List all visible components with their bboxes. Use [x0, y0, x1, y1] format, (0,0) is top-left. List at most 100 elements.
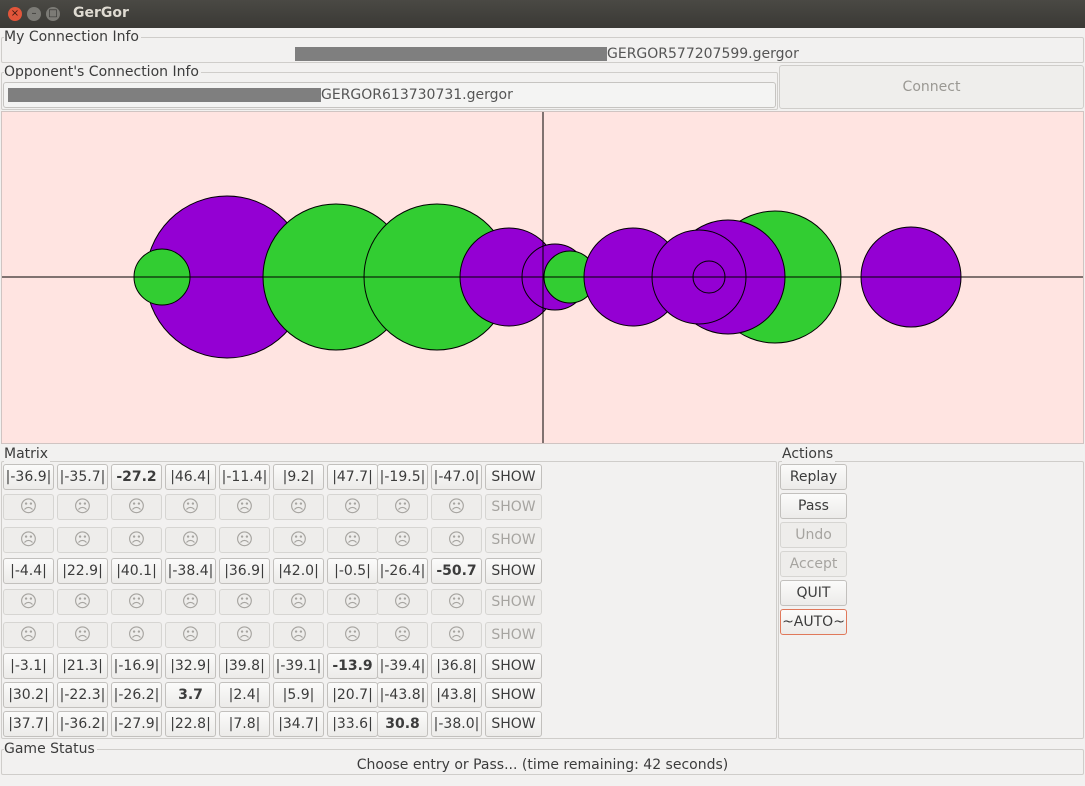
matrix-cell[interactable]: |-47.0|	[431, 464, 482, 490]
matrix-cell[interactable]: |-36.2|	[57, 711, 108, 737]
matrix-cell-sad-icon[interactable]: ☹	[3, 527, 54, 553]
matrix-cell[interactable]: |-26.2|	[111, 682, 162, 708]
matrix-cell-sad-icon[interactable]: ☹	[111, 527, 162, 553]
maximize-window-button[interactable]: □	[46, 7, 60, 21]
minimize-window-button[interactable]: –	[27, 7, 41, 21]
replay-button[interactable]: Replay	[780, 464, 847, 490]
matrix-cell-sad-icon[interactable]: ☹	[219, 622, 270, 648]
matrix-cell-sad-icon[interactable]: ☹	[377, 494, 428, 520]
matrix-cell[interactable]: |-38.0|	[431, 711, 482, 737]
matrix-cell-sad-icon[interactable]: ☹	[219, 527, 270, 553]
matrix-cell[interactable]: |9.2|	[273, 464, 324, 490]
matrix-cell[interactable]: |-4.4|	[3, 558, 54, 584]
show-row-button[interactable]: SHOW	[485, 527, 542, 553]
matrix-cell[interactable]: -13.9	[327, 653, 378, 679]
show-row-button[interactable]: SHOW	[485, 558, 542, 584]
matrix-cell-sad-icon[interactable]: ☹	[327, 622, 378, 648]
matrix-cell-sad-icon[interactable]: ☹	[377, 622, 428, 648]
matrix-cell[interactable]: |34.7|	[273, 711, 324, 737]
show-row-button[interactable]: SHOW	[485, 653, 542, 679]
matrix-cell[interactable]: -50.7	[431, 558, 482, 584]
matrix-cell-sad-icon[interactable]: ☹	[377, 527, 428, 553]
show-row-button[interactable]: SHOW	[485, 711, 542, 737]
matrix-cell[interactable]: |39.8|	[219, 653, 270, 679]
connect-button[interactable]: Connect	[779, 65, 1084, 109]
matrix-cell[interactable]: |5.9|	[273, 682, 324, 708]
accept-button[interactable]: Accept	[780, 551, 847, 577]
matrix-cell[interactable]: |-35.7|	[57, 464, 108, 490]
show-row-button[interactable]: SHOW	[485, 464, 542, 490]
matrix-cell[interactable]: |46.4|	[165, 464, 216, 490]
matrix-cell[interactable]: |-39.1|	[273, 653, 324, 679]
matrix-cell[interactable]: |43.8|	[431, 682, 482, 708]
matrix-cell[interactable]: |32.9|	[165, 653, 216, 679]
matrix-cell-sad-icon[interactable]: ☹	[327, 589, 378, 615]
auto-button[interactable]: ~AUTO~	[780, 609, 847, 635]
matrix-cell[interactable]: |22.9|	[57, 558, 108, 584]
show-row-button[interactable]: SHOW	[485, 682, 542, 708]
quit-button[interactable]: QUIT	[780, 580, 847, 606]
close-window-button[interactable]: ×	[8, 7, 22, 21]
matrix-cell-sad-icon[interactable]: ☹	[111, 622, 162, 648]
matrix-cell-sad-icon[interactable]: ☹	[327, 494, 378, 520]
matrix-cell-sad-icon[interactable]: ☹	[219, 589, 270, 615]
undo-button[interactable]: Undo	[780, 522, 847, 548]
matrix-cell-sad-icon[interactable]: ☹	[111, 494, 162, 520]
show-row-button[interactable]: SHOW	[485, 622, 542, 648]
matrix-cell[interactable]: |-36.9|	[3, 464, 54, 490]
matrix-cell-sad-icon[interactable]: ☹	[273, 589, 324, 615]
matrix-cell-sad-icon[interactable]: ☹	[431, 494, 482, 520]
matrix-cell[interactable]: |-11.4|	[219, 464, 270, 490]
matrix-cell-sad-icon[interactable]: ☹	[3, 494, 54, 520]
matrix-cell[interactable]: |37.7|	[3, 711, 54, 737]
matrix-cell[interactable]: 30.8	[377, 711, 428, 737]
matrix-cell-sad-icon[interactable]: ☹	[57, 622, 108, 648]
matrix-cell[interactable]: |2.4|	[219, 682, 270, 708]
matrix-cell-sad-icon[interactable]: ☹	[165, 494, 216, 520]
matrix-cell-sad-icon[interactable]: ☹	[111, 589, 162, 615]
matrix-cell-sad-icon[interactable]: ☹	[273, 527, 324, 553]
matrix-cell[interactable]: |20.7|	[327, 682, 378, 708]
matrix-cell-sad-icon[interactable]: ☹	[57, 527, 108, 553]
matrix-cell[interactable]: |-27.9|	[111, 711, 162, 737]
matrix-cell-sad-icon[interactable]: ☹	[165, 589, 216, 615]
matrix-cell-sad-icon[interactable]: ☹	[3, 589, 54, 615]
matrix-cell[interactable]: |-43.8|	[377, 682, 428, 708]
matrix-cell-sad-icon[interactable]: ☹	[165, 527, 216, 553]
matrix-cell[interactable]: |36.8|	[431, 653, 482, 679]
matrix-cell[interactable]: |33.6|	[327, 711, 378, 737]
matrix-cell-sad-icon[interactable]: ☹	[273, 494, 324, 520]
matrix-cell-sad-icon[interactable]: ☹	[165, 622, 216, 648]
matrix-cell[interactable]: |30.2|	[3, 682, 54, 708]
matrix-cell[interactable]: |47.7|	[327, 464, 378, 490]
pass-button[interactable]: Pass	[780, 493, 847, 519]
matrix-cell[interactable]: 3.7	[165, 682, 216, 708]
matrix-cell[interactable]: |-39.4|	[377, 653, 428, 679]
matrix-cell-sad-icon[interactable]: ☹	[57, 494, 108, 520]
matrix-cell-sad-icon[interactable]: ☹	[273, 622, 324, 648]
matrix-cell[interactable]: |-22.3|	[57, 682, 108, 708]
matrix-cell[interactable]: |-3.1|	[3, 653, 54, 679]
matrix-cell[interactable]: |42.0|	[273, 558, 324, 584]
matrix-cell[interactable]: |-26.4|	[377, 558, 428, 584]
matrix-cell-sad-icon[interactable]: ☹	[431, 622, 482, 648]
matrix-cell[interactable]: |-38.4|	[165, 558, 216, 584]
matrix-cell-sad-icon[interactable]: ☹	[431, 589, 482, 615]
matrix-cell[interactable]: |7.8|	[219, 711, 270, 737]
matrix-cell[interactable]: |-16.9|	[111, 653, 162, 679]
game-board[interactable]	[1, 111, 1084, 444]
matrix-cell-sad-icon[interactable]: ☹	[57, 589, 108, 615]
matrix-cell-sad-icon[interactable]: ☹	[3, 622, 54, 648]
matrix-cell[interactable]: |22.8|	[165, 711, 216, 737]
matrix-cell-sad-icon[interactable]: ☹	[431, 527, 482, 553]
matrix-cell-sad-icon[interactable]: ☹	[219, 494, 270, 520]
matrix-cell[interactable]: |40.1|	[111, 558, 162, 584]
matrix-cell-sad-icon[interactable]: ☹	[327, 527, 378, 553]
matrix-cell[interactable]: |-0.5|	[327, 558, 378, 584]
show-row-button[interactable]: SHOW	[485, 494, 542, 520]
matrix-cell[interactable]: |-19.5|	[377, 464, 428, 490]
matrix-cell[interactable]: -27.2	[111, 464, 162, 490]
matrix-cell-sad-icon[interactable]: ☹	[377, 589, 428, 615]
show-row-button[interactable]: SHOW	[485, 589, 542, 615]
matrix-cell[interactable]: |21.3|	[57, 653, 108, 679]
